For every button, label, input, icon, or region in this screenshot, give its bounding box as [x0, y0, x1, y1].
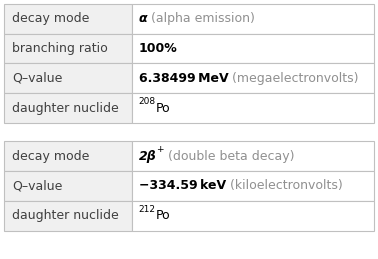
- Text: 212: 212: [139, 205, 156, 214]
- Text: 100%: 100%: [139, 42, 177, 55]
- Bar: [4, 141, 132, 171]
- Text: decay mode: decay mode: [12, 12, 89, 25]
- Bar: [132, 4, 374, 34]
- Bar: [4, 171, 132, 201]
- Bar: [132, 93, 374, 123]
- Text: branching ratio: branching ratio: [12, 42, 107, 55]
- Bar: [4, 93, 132, 123]
- Bar: [4, 201, 132, 231]
- Text: (kiloelectronvolts): (kiloelectronvolts): [226, 179, 342, 192]
- Text: decay mode: decay mode: [12, 149, 89, 163]
- Bar: [132, 63, 374, 93]
- Text: Po: Po: [156, 102, 170, 115]
- Bar: [4, 63, 132, 93]
- Text: daughter nuclide: daughter nuclide: [12, 209, 119, 222]
- Bar: [132, 34, 374, 63]
- Text: Q–value: Q–value: [12, 179, 62, 192]
- Text: 208: 208: [139, 97, 156, 106]
- Text: (alpha emission): (alpha emission): [147, 12, 255, 25]
- Text: +: +: [156, 145, 164, 154]
- Bar: [132, 171, 374, 201]
- Text: Q–value: Q–value: [12, 72, 62, 85]
- Bar: [132, 141, 374, 171]
- Text: (double beta decay): (double beta decay): [164, 149, 294, 163]
- Text: (megaelectronvolts): (megaelectronvolts): [228, 72, 359, 85]
- Text: 2β: 2β: [139, 149, 156, 163]
- Text: −334.59 keV: −334.59 keV: [139, 179, 226, 192]
- Bar: [132, 201, 374, 231]
- Text: Po: Po: [156, 209, 170, 222]
- Bar: [4, 34, 132, 63]
- Text: 6.38499 MeV: 6.38499 MeV: [139, 72, 228, 85]
- Text: daughter nuclide: daughter nuclide: [12, 102, 119, 115]
- Bar: [4, 4, 132, 34]
- Text: α: α: [139, 12, 147, 25]
